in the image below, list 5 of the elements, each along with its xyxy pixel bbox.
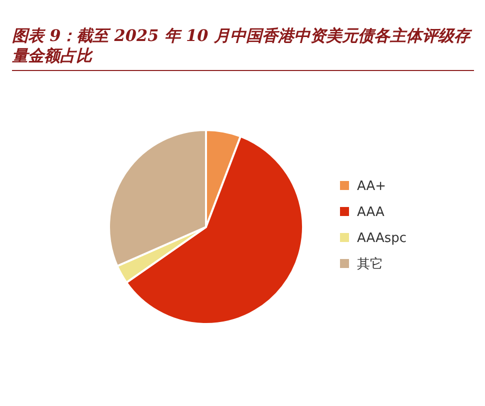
chart-title: 图表 9：截至 2025 年 10 月中国香港中资美元债各主体评级存量金额占比 bbox=[12, 26, 472, 66]
legend-label: AA+ bbox=[357, 179, 386, 194]
legend-label: 其它 bbox=[357, 256, 383, 272]
legend-label: AAA bbox=[357, 205, 385, 220]
legend-label: AAAspc bbox=[357, 231, 407, 246]
